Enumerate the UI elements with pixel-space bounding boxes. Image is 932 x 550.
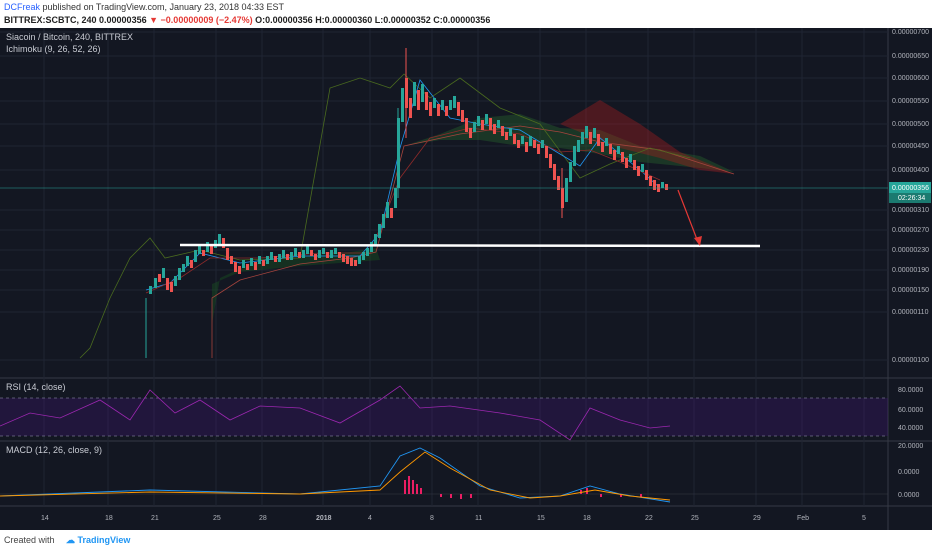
publish-header: DCFreak published on TradingView.com, Ja…	[0, 0, 932, 28]
rsi-band	[0, 398, 888, 436]
ichimoku-cloud	[79, 73, 735, 359]
time-tick: 25	[691, 515, 699, 522]
time-tick: Feb	[797, 515, 809, 522]
author-link[interactable]: DCFreak	[4, 2, 41, 12]
symbol-label: BITTREX:SCBTC, 240	[4, 15, 97, 25]
arrow-head-icon	[694, 236, 702, 246]
time-tick: 14	[41, 515, 49, 522]
price-tick: 0.00000150	[892, 287, 929, 294]
time-tick: 8	[430, 515, 434, 522]
time-tick: 15	[537, 515, 545, 522]
macd-legend[interactable]: MACD (12, 26, close, 9)	[6, 445, 103, 455]
countdown-value: 02:26:34	[898, 195, 925, 202]
cloud-icon: ☁	[66, 535, 75, 545]
price-tick: 0.00000270	[892, 227, 929, 234]
price-tick: 0.00000500	[892, 121, 929, 128]
price-tick: 0.00000450	[892, 143, 929, 150]
chart-area[interactable]: 0.00000700 0.00000650 0.00000600 0.00000…	[0, 28, 932, 530]
price-tick: 0.00000110	[892, 309, 929, 316]
price-tick: 0.00000190	[892, 267, 929, 274]
price-axis[interactable]: 0.00000700 0.00000650 0.00000600 0.00000…	[889, 29, 931, 364]
price-tick: 0.00000400	[892, 167, 929, 174]
rsi-tick: 20.0000	[898, 443, 923, 450]
ichimoku-legend[interactable]: Ichimoku (9, 26, 52, 26)	[6, 44, 101, 54]
price-change: −0.00000009 (−2.47%)	[160, 15, 253, 25]
trend-arrow[interactable]	[677, 189, 699, 243]
countdown-tag	[889, 193, 931, 203]
macd-tick: 0.0000	[898, 492, 920, 499]
brand-label: TradingView	[77, 535, 131, 545]
price-tick: 0.00000310	[892, 207, 929, 214]
price-tick: 0.00000700	[892, 29, 929, 36]
price-candles	[145, 48, 668, 358]
price-tick: 0.00000550	[892, 98, 929, 105]
chart-canvas[interactable]: 0.00000700 0.00000650 0.00000600 0.00000…	[0, 28, 932, 530]
macd-histogram	[404, 476, 642, 499]
price-tick: 0.00000600	[892, 75, 929, 82]
time-tick: 2018	[316, 515, 332, 522]
tradingview-logo[interactable]: ☁ TradingView	[66, 535, 130, 546]
time-tick: 25	[213, 515, 221, 522]
time-tick: 11	[475, 515, 482, 522]
price-tick: 0.00000100	[892, 357, 929, 364]
publish-info: published on TradingView.com, January 23…	[42, 2, 285, 12]
rsi-tick: 80.0000	[898, 387, 923, 394]
kijun-line	[145, 127, 661, 294]
time-tick: 4	[368, 515, 372, 522]
macd-tick: 0.0000	[898, 469, 920, 476]
down-arrow-icon: ▼	[149, 15, 159, 25]
rsi-tick: 40.0000	[898, 425, 923, 432]
time-tick: 18	[105, 515, 113, 522]
time-tick: 29	[753, 515, 761, 522]
support-line[interactable]	[179, 243, 761, 248]
price-tick: 0.00000230	[892, 247, 929, 254]
signal-line	[0, 451, 671, 501]
time-tick: 22	[645, 515, 653, 522]
grid	[0, 28, 888, 506]
rsi-legend[interactable]: RSI (14, close)	[6, 382, 66, 392]
current-price-tag	[889, 182, 931, 193]
time-tick: 28	[259, 515, 267, 522]
last-price: 0.00000356	[99, 15, 147, 25]
time-axis[interactable]: 14 18 21 25 28 2018 4 8 11 15 18 22 25 2…	[41, 515, 866, 522]
main-pane-title: Siacoin / Bitcoin, 240, BITTREX	[6, 32, 134, 42]
created-with-label: Created with	[4, 535, 55, 545]
time-tick: 5	[862, 515, 866, 522]
footer: Created with ☁ TradingView	[0, 530, 932, 550]
rsi-line	[0, 385, 671, 441]
price-tick: 0.00000650	[892, 53, 929, 60]
rsi-tick: 60.0000	[898, 407, 923, 414]
current-price-value: 0.00000356	[892, 185, 929, 192]
time-tick: 18	[583, 515, 591, 522]
ohlc-values: O:0.00000356 H:0.00000360 L:0.00000352 C…	[255, 15, 491, 25]
time-tick: 21	[151, 515, 159, 522]
quote-line: BITTREX:SCBTC, 240 0.00000356 ▼ −0.00000…	[4, 15, 490, 25]
publish-line: DCFreak published on TradingView.com, Ja…	[4, 2, 284, 12]
